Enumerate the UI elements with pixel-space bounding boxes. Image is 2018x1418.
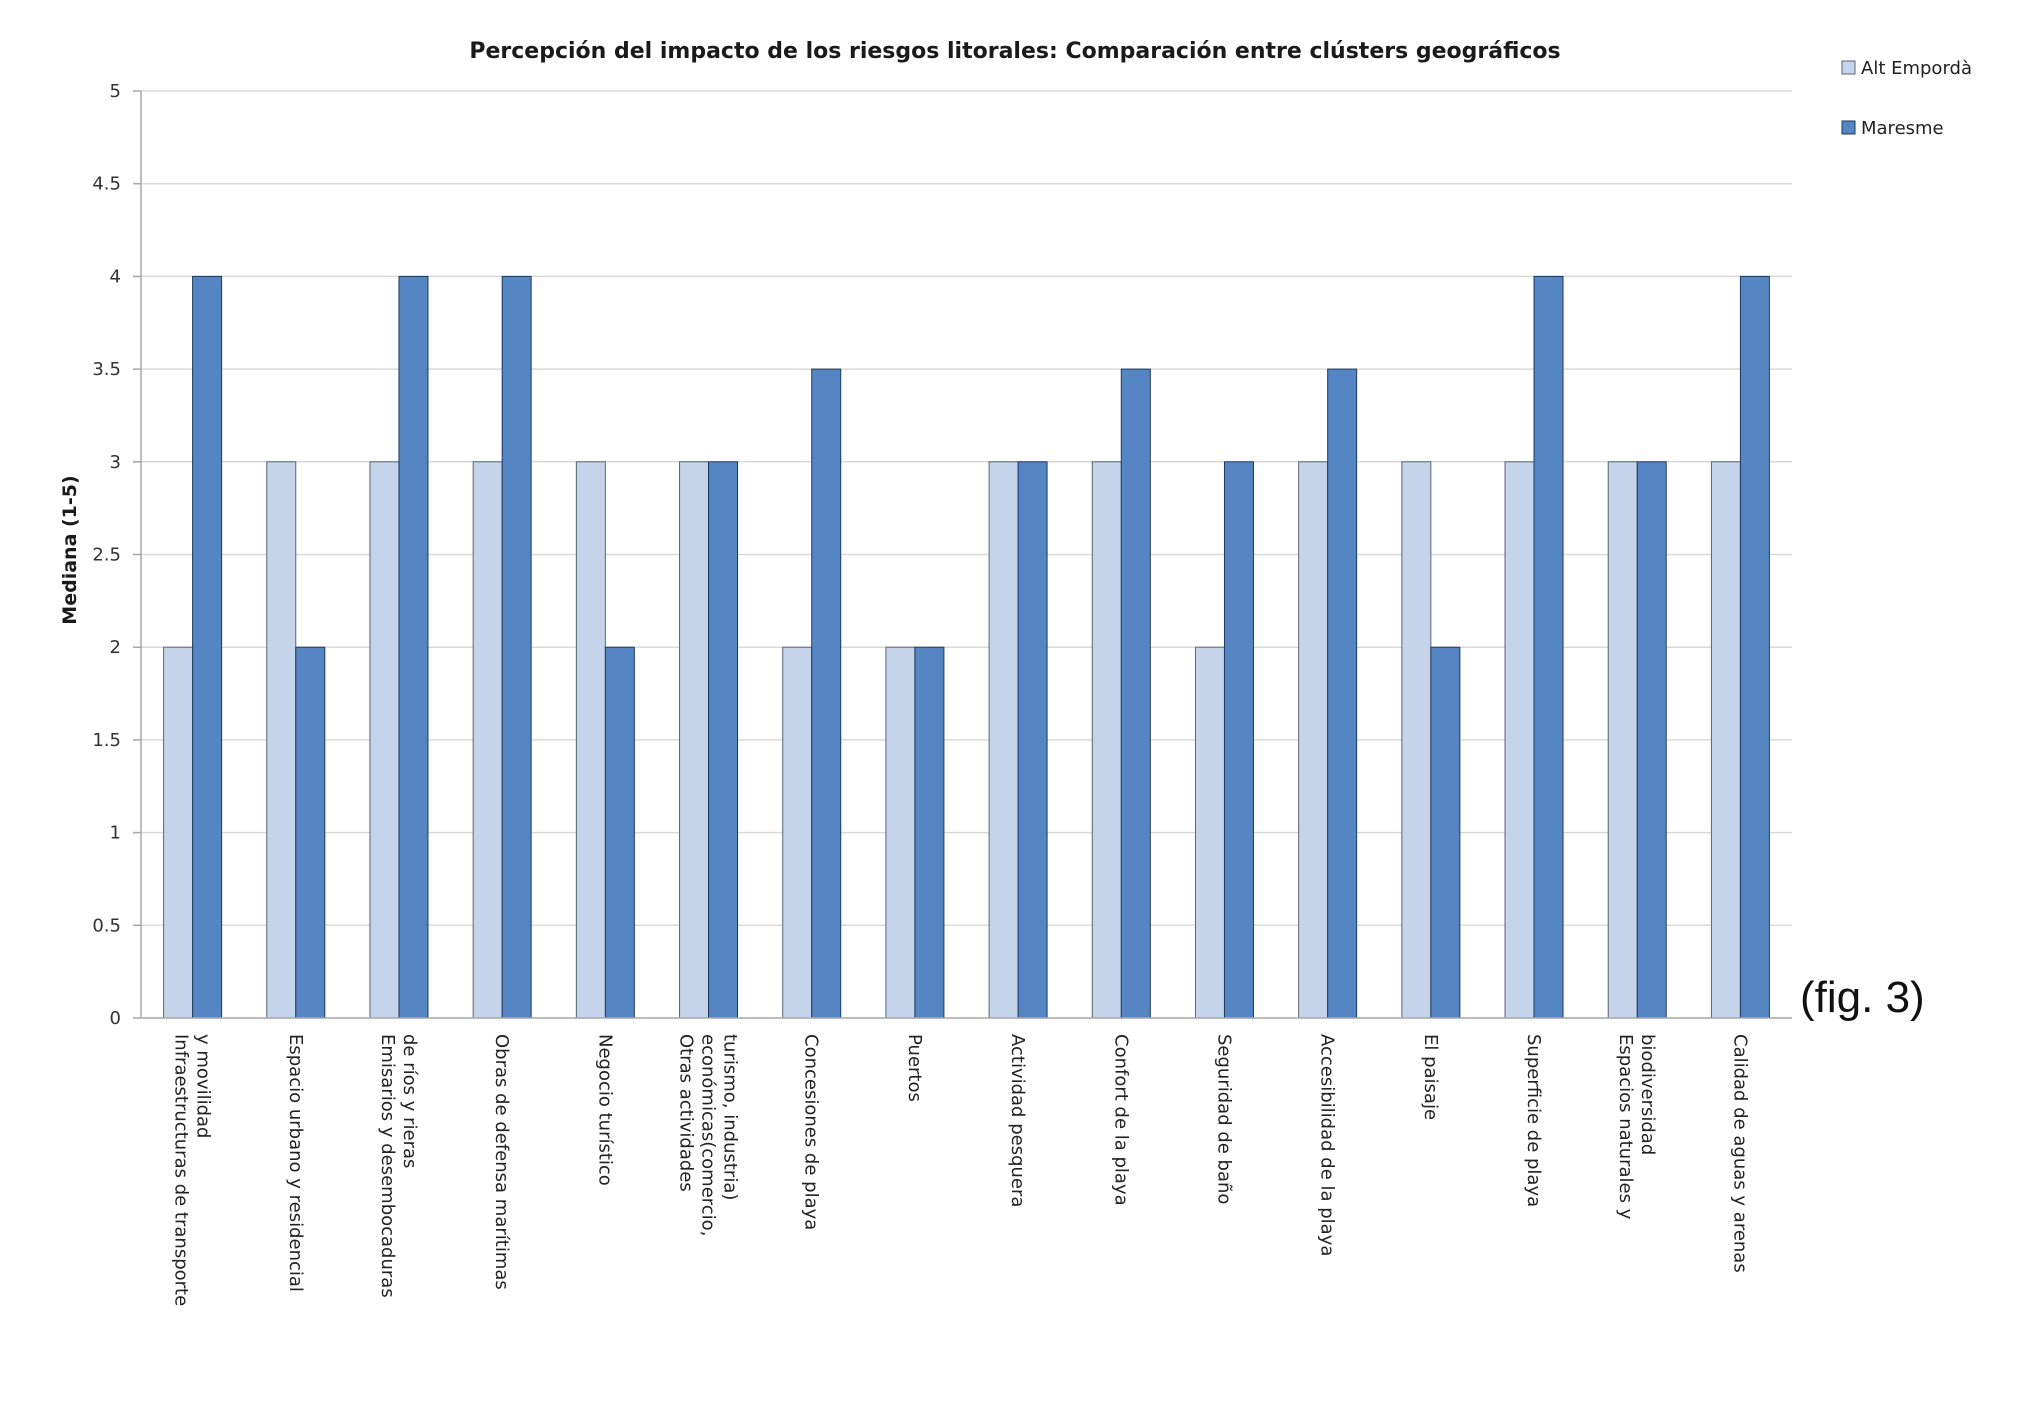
- category-label-line: Confort de la playa: [1110, 1034, 1131, 1206]
- category-label: El paisaje: [1420, 1034, 1441, 1120]
- legend-swatch: [1841, 60, 1856, 75]
- bar-maresme: [604, 646, 635, 1019]
- bar-maresme: [295, 646, 326, 1019]
- bar-maresme: [1120, 368, 1151, 1019]
- category-label-line: y movilidad: [193, 1034, 214, 1138]
- category-label-line: Concesiones de playa: [801, 1034, 822, 1230]
- bar-maresme: [192, 275, 223, 1019]
- bar-alt-emporda: [1401, 461, 1432, 1019]
- bar-alt-emporda: [472, 461, 503, 1019]
- category-label: Seguridad de baño: [1213, 1034, 1234, 1204]
- bar-maresme: [708, 461, 739, 1019]
- category-label: Infraestructuras de transporte y movilida…: [171, 1034, 214, 1306]
- y-tick-label: 0.5: [92, 915, 121, 936]
- category-label: Actividad pesquera: [1007, 1034, 1028, 1207]
- bar-alt-emporda: [988, 461, 1019, 1019]
- bar-maresme: [1017, 461, 1048, 1019]
- bar-alt-emporda: [679, 461, 710, 1019]
- bar-alt-emporda: [369, 461, 400, 1019]
- y-tick-label: 0: [110, 1008, 121, 1029]
- y-tick-label: 4: [110, 266, 121, 287]
- bar-alt-emporda: [1194, 646, 1225, 1019]
- y-tick-label: 3: [110, 452, 121, 473]
- category-label: Emisarios y desembocaduras de ríos y rier…: [377, 1034, 420, 1298]
- category-label-line: económicas(comercio,: [698, 1034, 719, 1236]
- category-label: Obras de defensa marítimas: [491, 1034, 512, 1290]
- bar-maresme: [811, 368, 842, 1019]
- bar-alt-emporda: [1091, 461, 1122, 1019]
- category-label: Superficie de playa: [1523, 1034, 1544, 1207]
- chart-title: Percepción del impacto de los riesgos li…: [469, 39, 1560, 64]
- category-label: Accesibilidad de la playa: [1317, 1034, 1338, 1256]
- category-label-line: Emisarios y desembocaduras: [377, 1034, 398, 1298]
- y-tick-label: 1.5: [92, 730, 121, 751]
- legend-label: Maresme: [1861, 118, 1944, 139]
- bar-alt-emporda: [1710, 461, 1741, 1019]
- category-label-line: Puertos: [904, 1034, 925, 1102]
- category-label: Puertos: [904, 1034, 925, 1102]
- bar-maresme: [1636, 461, 1667, 1019]
- y-axis-ticks: 0 0.5 1 1.5 2 2.5 3 3.5 4 4.5 5: [92, 81, 141, 1029]
- category-label: Negocio turístico: [594, 1034, 615, 1186]
- category-label-line: Seguridad de baño: [1213, 1034, 1234, 1204]
- category-label: Calidad de aguas y arenas: [1729, 1034, 1750, 1273]
- category-label: Espacios naturales y biodiversidad: [1615, 1034, 1658, 1220]
- category-label-line: Actividad pesquera: [1007, 1034, 1028, 1207]
- legend: Alt Empordà Maresme: [1841, 58, 1972, 139]
- category-label-line: El paisaje: [1420, 1034, 1441, 1120]
- category-label-line: de ríos y rieras: [399, 1034, 420, 1168]
- category-label-line: Negocio turístico: [594, 1034, 615, 1186]
- category-label-line: Accesibilidad de la playa: [1317, 1034, 1338, 1256]
- y-tick-label: 1: [110, 823, 121, 844]
- category-label: Confort de la playa: [1110, 1034, 1131, 1206]
- category-label-line: Obras de defensa marítimas: [491, 1034, 512, 1290]
- bar-alt-emporda: [163, 646, 194, 1019]
- y-axis-label: Mediana (1-5): [59, 475, 81, 624]
- category-label-line: biodiversidad: [1637, 1034, 1658, 1155]
- figure-label: (fig. 3): [1800, 973, 1925, 1022]
- bar-maresme: [1533, 275, 1564, 1019]
- category-label-line: Espacios naturales y: [1615, 1034, 1636, 1220]
- bar-alt-emporda: [575, 461, 606, 1019]
- y-tick-label: 4.5: [92, 174, 121, 195]
- y-tick-label: 2: [110, 637, 121, 658]
- category-label-line: Calidad de aguas y arenas: [1729, 1034, 1750, 1273]
- bar-alt-emporda: [1607, 461, 1638, 1019]
- legend-label: Alt Empordà: [1861, 58, 1972, 79]
- bar-alt-emporda: [1298, 461, 1329, 1019]
- bar-maresme: [1739, 275, 1770, 1019]
- bar-alt-emporda: [266, 461, 297, 1019]
- bar-maresme: [1430, 646, 1461, 1019]
- category-label-line: Otras actividades: [676, 1034, 697, 1192]
- legend-swatch: [1841, 120, 1856, 135]
- category-labels: Infraestructuras de transporte y movilida…: [171, 1034, 1751, 1306]
- bar-maresme: [1223, 461, 1254, 1019]
- category-label-line: Espacio urbano y residencial: [285, 1034, 306, 1292]
- category-label: Concesiones de playa: [801, 1034, 822, 1230]
- category-label: Otras actividades económicas(comercio, tur…: [676, 1034, 741, 1236]
- bar-maresme: [398, 275, 429, 1019]
- bar-alt-emporda: [885, 646, 916, 1019]
- category-label: Espacio urbano y residencial: [285, 1034, 306, 1292]
- category-label-line: Superficie de playa: [1523, 1034, 1544, 1207]
- category-label-line: Infraestructuras de transporte: [171, 1034, 192, 1306]
- y-tick-label: 2.5: [92, 545, 121, 566]
- bar-maresme: [501, 275, 532, 1019]
- y-tick-label: 3.5: [92, 359, 121, 380]
- y-tick-label: 5: [110, 81, 121, 102]
- bar-maresme: [1327, 368, 1358, 1019]
- bar-maresme: [914, 646, 945, 1019]
- category-label-line: turismo, industria): [720, 1034, 741, 1200]
- bar-alt-emporda: [1504, 461, 1535, 1019]
- bar-alt-emporda: [782, 646, 813, 1019]
